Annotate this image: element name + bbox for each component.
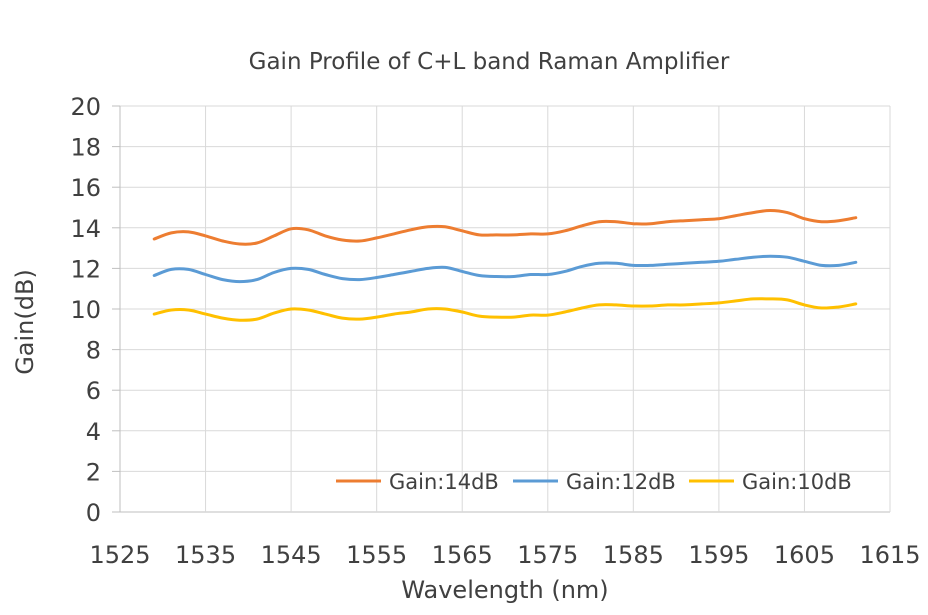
y-tick-label: 18 (70, 134, 101, 162)
y-tick-label: 20 (70, 93, 101, 121)
y-tick-label: 10 (70, 296, 101, 324)
legend-label: Gain:10dB (742, 470, 852, 494)
y-tick-label: 14 (70, 215, 101, 243)
x-tick-label: 1605 (774, 541, 835, 569)
y-axis-label: Gain(dB) (11, 269, 39, 375)
x-tick-label: 1555 (346, 541, 407, 569)
y-tick-label: 8 (86, 337, 101, 365)
y-tick-label: 0 (86, 499, 101, 527)
legend-label: Gain:14dB (389, 470, 499, 494)
y-tick-label: 2 (86, 458, 101, 486)
x-tick-label: 1565 (432, 541, 493, 569)
x-axis-label: Wavelength (nm) (401, 576, 608, 604)
legend-label: Gain:12dB (566, 470, 676, 494)
x-tick-label: 1585 (603, 541, 664, 569)
series-lines (152, 209, 858, 322)
series-line-gain-12db (152, 254, 858, 284)
x-tick-label: 1575 (517, 541, 578, 569)
y-tick-label: 4 (86, 418, 101, 446)
x-tick-label: 1535 (175, 541, 236, 569)
x-tick-label: 1615 (859, 541, 920, 569)
y-tick-label: 6 (86, 377, 101, 405)
gridlines (120, 105, 891, 513)
x-tick-label: 1545 (261, 541, 322, 569)
x-tick-label: 1595 (688, 541, 749, 569)
chart-title: Gain Profile of C+L band Raman Amplifier (249, 49, 730, 75)
legend: Gain:14dB Gain:12dB Gain:10dB (336, 470, 852, 494)
y-tick-label: 16 (70, 174, 101, 202)
x-tick-label: 1525 (89, 541, 150, 569)
y-tick-label: 12 (70, 255, 101, 283)
series-line-gain-10db (152, 297, 858, 322)
axes: 0 2 4 6 8 10 12 14 16 18 20 1525 1535 1545 1555 1565 157… (70, 93, 920, 569)
series-line-gain-14db (152, 209, 858, 246)
